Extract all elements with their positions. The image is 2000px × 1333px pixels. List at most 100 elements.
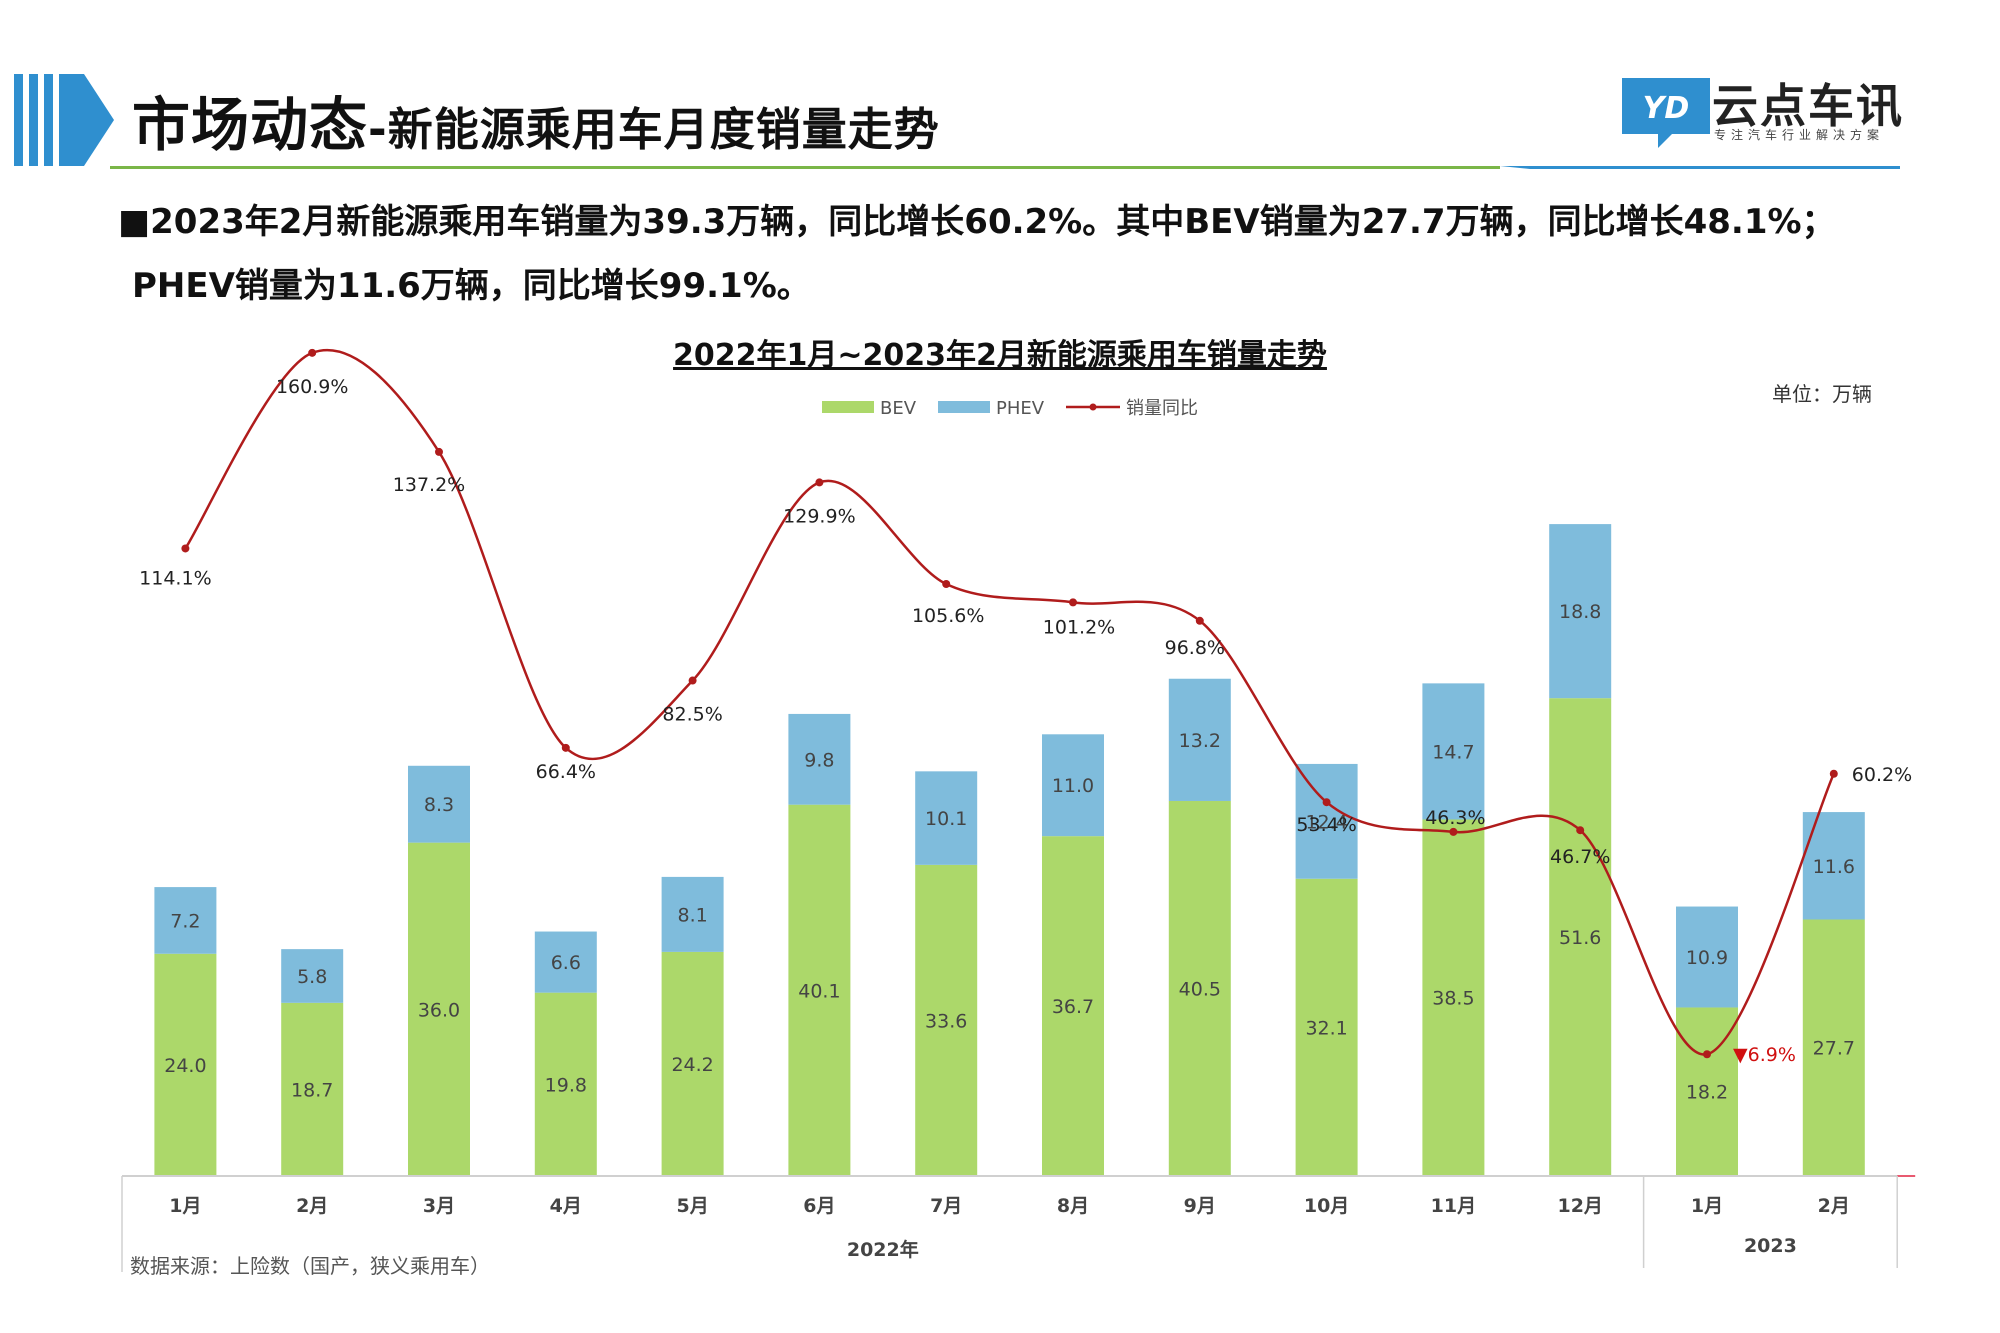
point-yoy <box>308 348 317 357</box>
data-label-phev: 9.8 <box>804 749 834 771</box>
point-yoy <box>1195 616 1204 625</box>
data-label-phev: 14.7 <box>1432 741 1474 763</box>
data-label-bev: 36.0 <box>418 999 460 1021</box>
x-tick-label: 11月 <box>1431 1195 1476 1217</box>
data-label-bev: 27.7 <box>1813 1038 1855 1060</box>
bar-phev <box>1295 763 1358 879</box>
year-group-label: 2022年 <box>847 1238 919 1261</box>
data-label-yoy: 160.9% <box>276 376 348 398</box>
bar-bev <box>788 804 851 1176</box>
data-label-phev: 8.1 <box>677 904 707 926</box>
data-label-yoy: 46.7% <box>1550 846 1610 868</box>
unit-label: 单位：万辆 <box>1772 382 1872 406</box>
bar-bev <box>1549 698 1612 1176</box>
point-yoy <box>435 447 443 456</box>
logo-name: 云点车讯 <box>1712 79 1904 133</box>
bar-phev <box>1549 524 1612 699</box>
data-label-yoy: 105.6% <box>912 605 984 627</box>
data-label-bev: 24.0 <box>164 1055 206 1077</box>
data-label-phev: 13.2 <box>1179 730 1221 752</box>
data-label-bev: 36.7 <box>1052 996 1094 1018</box>
point-yoy <box>1322 798 1331 807</box>
bar-phev <box>1042 734 1104 837</box>
data-label-bev: 40.5 <box>1179 978 1221 1000</box>
data-label-bev: 19.8 <box>545 1074 587 1096</box>
data-label-bev: 32.1 <box>1305 1017 1347 1039</box>
bar-bev <box>408 842 470 1176</box>
data-label-yoy: 46.3% <box>1425 807 1485 829</box>
point-yoy <box>181 544 190 553</box>
bar-bev <box>154 953 217 1176</box>
legend-marker-yoy <box>1089 403 1097 411</box>
logo-icon: YD <box>1622 78 1710 148</box>
bar-bev <box>1042 836 1104 1176</box>
data-label-yoy: 114.1% <box>139 567 211 589</box>
bar-phev <box>788 713 851 805</box>
data-label-yoy: 101.2% <box>1043 616 1115 638</box>
bar-phev <box>661 876 724 952</box>
data-label-phev: 10.1 <box>925 808 967 830</box>
data-label-phev: 5.8 <box>297 966 327 988</box>
x-tick-label: 12月 <box>1557 1195 1602 1217</box>
logo-mark: YD <box>1643 91 1690 126</box>
bar-bev <box>534 992 597 1176</box>
point-yoy <box>1703 1050 1711 1059</box>
data-label-yoy: 53.4% <box>1296 814 1356 836</box>
data-label-yoy: 137.2% <box>393 474 465 496</box>
legend-label-bev: BEV <box>880 398 917 419</box>
bar-phev <box>915 771 978 865</box>
legend-label-phev: PHEV <box>996 398 1045 419</box>
data-label-yoy: ▼6.9% <box>1733 1044 1796 1066</box>
data-label-yoy: 96.8% <box>1165 637 1225 659</box>
x-tick-label: 8月 <box>1057 1195 1089 1217</box>
data-label-bev: 24.2 <box>671 1054 713 1076</box>
header-rule <box>110 166 1900 169</box>
data-label-yoy: 82.5% <box>662 704 722 726</box>
data-label-bev: 18.2 <box>1686 1082 1728 1104</box>
series-line-yoy <box>184 348 1835 1056</box>
title-main-text: 市场动态 <box>132 91 369 159</box>
bar-phev <box>408 765 470 843</box>
bar-phev <box>534 931 597 993</box>
page-title: 市场动态-新能源乘用车月度销量走势 <box>132 78 940 162</box>
legend-label-yoy: 销量同比 <box>1126 398 1198 419</box>
x-tick-label: 4月 <box>550 1195 582 1217</box>
data-label-yoy: 66.4% <box>536 761 596 783</box>
bar-phev <box>154 887 217 954</box>
bar-bev <box>1802 919 1865 1176</box>
point-yoy <box>1576 826 1585 835</box>
bar-bev <box>661 951 724 1176</box>
data-label-phev: 10.9 <box>1686 947 1728 969</box>
x-tick-label: 7月 <box>930 1195 962 1217</box>
data-label-yoy: 129.9% <box>783 505 855 527</box>
data-label-phev: 11.6 <box>1813 856 1855 878</box>
bar-phev <box>1168 678 1231 801</box>
title-sub-text: -新能源乘用车月度销量走势 <box>368 103 940 156</box>
bar-bev <box>1295 878 1358 1176</box>
summary-line-2: PHEV销量为11.6万辆，同比增长99.1%。 <box>132 266 811 306</box>
x-tick-label: 3月 <box>423 1195 455 1217</box>
legend-swatch-bev <box>822 401 874 413</box>
point-yoy <box>688 676 697 685</box>
data-label-bev: 38.5 <box>1432 988 1474 1010</box>
logo-tagline: 专注汽车行业解决方案 <box>1714 128 1885 142</box>
bar-bev <box>915 864 978 1176</box>
data-label-phev: 11.0 <box>1052 775 1094 797</box>
point-yoy <box>1449 827 1458 836</box>
x-tick-label: 6月 <box>803 1195 835 1217</box>
point-yoy <box>1829 769 1838 778</box>
bar-phev <box>281 949 344 1003</box>
bar-bev <box>1168 800 1231 1176</box>
data-label-phev: 12.4 <box>1305 811 1347 833</box>
bar-bev <box>1422 819 1485 1176</box>
header-accent-bars <box>14 74 114 166</box>
source-note: 数据来源：上险数（国产，狭义乘用车） <box>130 1254 490 1278</box>
data-label-bev: 40.1 <box>798 980 840 1002</box>
point-yoy <box>1069 598 1077 607</box>
data-label-phev: 18.8 <box>1559 601 1601 623</box>
x-tick-label: 5月 <box>676 1195 708 1217</box>
point-yoy <box>561 743 570 752</box>
x-tick-label: 1月 <box>169 1195 201 1217</box>
x-tick-label: 1月 <box>1691 1195 1723 1217</box>
